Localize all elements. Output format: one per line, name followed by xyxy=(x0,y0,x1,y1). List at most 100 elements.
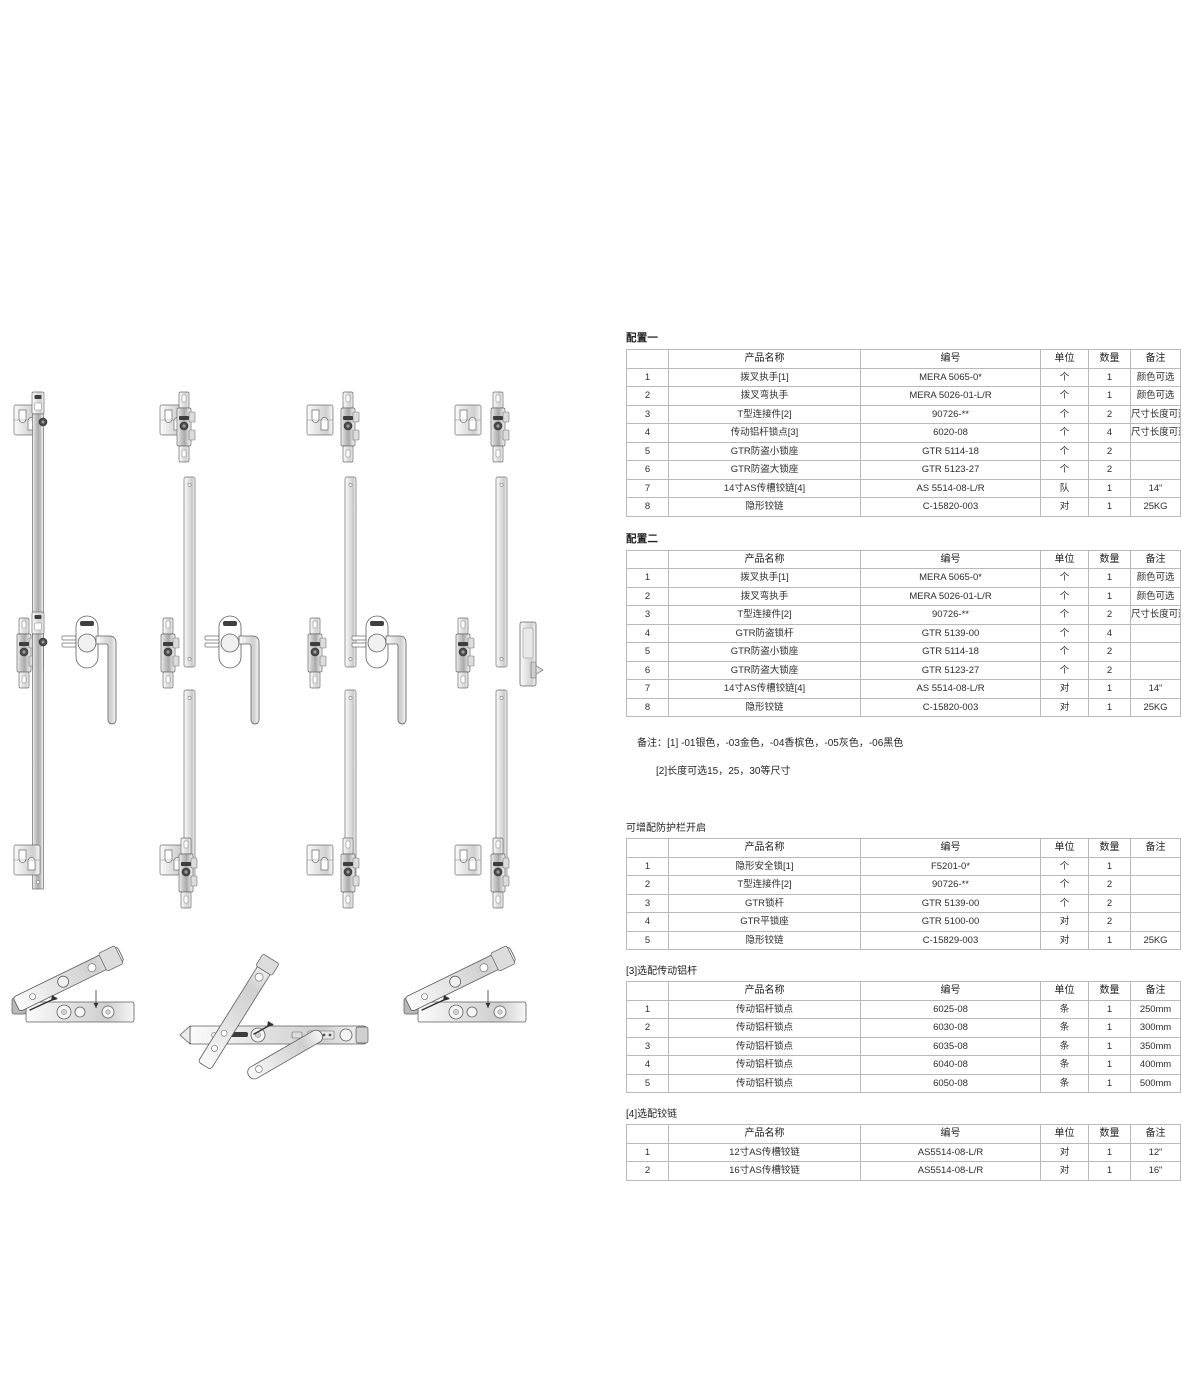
cell-unit: 个 xyxy=(1040,875,1089,895)
cell-note: 300mm xyxy=(1130,1018,1181,1038)
cell-code: AS 5514-08-L/R xyxy=(860,478,1041,498)
cell-code: GTR 5114-18 xyxy=(860,642,1041,662)
col-product: 产品名称 xyxy=(668,549,861,569)
cell-qty: 1 xyxy=(1088,568,1131,588)
cell-product: 12寸AS传槽铰链 xyxy=(668,1142,861,1162)
cell-qty: 2 xyxy=(1088,441,1131,461)
cell-index: 2 xyxy=(626,1018,669,1038)
table-row: 6 GTR防盗大锁座 GTR 5123-27 个 2 xyxy=(626,660,1181,680)
cell-note xyxy=(1130,642,1181,662)
table-row: 1 传动铝杆锁点 6025-08 条 1 250mm xyxy=(626,999,1181,1019)
cell-note: 14" xyxy=(1130,679,1181,699)
cell-product: GTR防盗小锁座 xyxy=(668,642,861,662)
cell-code: GTR 5100-00 xyxy=(860,912,1041,932)
cell-index: 1 xyxy=(626,367,669,387)
cell-code: AS 5514-08-L/R xyxy=(860,679,1041,699)
cell-code: GTR 5114-18 xyxy=(860,441,1041,461)
col-code: 编号 xyxy=(860,981,1041,1001)
cell-unit: 个 xyxy=(1040,586,1089,606)
cell-note: 16" xyxy=(1130,1161,1181,1181)
cell-index: 8 xyxy=(626,497,669,517)
cell-note: 尺寸长度可选 xyxy=(1130,605,1181,625)
col-product: 产品名称 xyxy=(668,838,861,858)
cell-unit: 对 xyxy=(1040,1161,1089,1181)
cell-product: GTR防盗锁杆 xyxy=(668,623,861,643)
col-index xyxy=(626,981,669,1001)
cell-qty: 1 xyxy=(1088,367,1131,387)
cell-code: GTR 5139-00 xyxy=(860,623,1041,643)
col-qty: 数量 xyxy=(1088,838,1131,858)
friction-stay-hinge-closed xyxy=(11,943,135,1023)
table-row: 2 拨叉弯执手 MERA 5026-01-L/R 个 1 颜色可选 xyxy=(626,586,1181,606)
cell-code: AS5514-08-L/R xyxy=(860,1161,1041,1181)
cell-index: 2 xyxy=(626,1161,669,1181)
cell-index: 1 xyxy=(626,1142,669,1162)
cell-qty: 2 xyxy=(1088,912,1131,932)
strike-plate-icon xyxy=(454,404,482,436)
cell-code: 6035-08 xyxy=(860,1036,1041,1056)
cell-qty: 2 xyxy=(1088,893,1131,913)
table-row: 4 GTR平锁座 GTR 5100-00 对 2 xyxy=(626,912,1181,932)
col-unit: 单位 xyxy=(1040,1124,1089,1144)
cell-qty: 1 xyxy=(1088,856,1131,876)
col-unit: 单位 xyxy=(1040,838,1089,858)
cell-index: 5 xyxy=(626,441,669,461)
cell-qty: 1 xyxy=(1088,679,1131,699)
cell-note: 12" xyxy=(1130,1142,1181,1162)
cell-product: 拨叉执手[1] xyxy=(668,367,861,387)
cell-note: 颜色可选 xyxy=(1130,386,1181,406)
cell-product: GTR防盗小锁座 xyxy=(668,441,861,461)
table-row: 1 拨叉执手[1] MERA 5065-0* 个 1 颜色可选 xyxy=(626,568,1181,588)
cell-code: MERA 5065-0* xyxy=(860,568,1041,588)
cell-unit: 个 xyxy=(1040,404,1089,424)
cell-qty: 1 xyxy=(1088,1161,1131,1181)
col-product: 产品名称 xyxy=(668,981,861,1001)
footnote-line-1: 备注：[1] -01银色，-03金色，-04香槟色，-05灰色，-06黑色 xyxy=(637,738,904,749)
cell-unit: 对 xyxy=(1040,497,1089,517)
cell-note: 14" xyxy=(1130,478,1181,498)
strike-plate-icon xyxy=(306,404,334,436)
cell-note xyxy=(1130,623,1181,643)
cell-qty: 2 xyxy=(1088,605,1131,625)
footnotes: 备注：[1] -01银色，-03金色，-04香槟色，-05灰色，-06黑色 [2… xyxy=(626,723,1186,807)
window-handle-cranked xyxy=(351,615,407,725)
table-caption-hinge: [4]选配铰链 xyxy=(626,1109,678,1120)
cell-qty: 1 xyxy=(1088,1036,1131,1056)
cell-index: 3 xyxy=(626,404,669,424)
cell-note xyxy=(1130,660,1181,680)
strike-plate-icon xyxy=(454,844,482,876)
cell-note: 350mm xyxy=(1130,1036,1181,1056)
table-row: 2 传动铝杆锁点 6030-08 条 1 300mm xyxy=(626,1018,1181,1038)
drawing-group-handles xyxy=(16,615,544,725)
col-index xyxy=(626,549,669,569)
cell-product: GTR防盗大锁座 xyxy=(668,460,861,480)
table-row: 1 12寸AS传槽铰链 AS5514-08-L/R 对 1 12" xyxy=(626,1142,1181,1162)
cell-index: 6 xyxy=(626,660,669,680)
cell-unit: 个 xyxy=(1040,386,1089,406)
col-note: 备注 xyxy=(1130,838,1181,858)
table-row: 1 拨叉执手[1] MERA 5065-0* 个 1 颜色可选 xyxy=(626,367,1181,387)
col-index xyxy=(626,349,669,369)
espagnolette-drive-bar xyxy=(495,476,508,668)
cell-index: 2 xyxy=(626,386,669,406)
cell-note: 500mm xyxy=(1130,1073,1181,1093)
table-caption-config-2: 配置二 xyxy=(626,532,659,545)
cell-qty: 2 xyxy=(1088,642,1131,662)
lock-cassette xyxy=(176,391,196,463)
espagnolette-drive-bar xyxy=(183,476,196,668)
spec-table-drive-bar: 产品名称 编号 单位 数量 备注 1 传动铝杆锁点 6025-08 条 1 250mm 2… xyxy=(626,981,1181,1093)
invisible-safety-lock xyxy=(519,621,544,687)
cell-unit: 个 xyxy=(1040,642,1089,662)
cell-unit: 条 xyxy=(1040,1055,1089,1075)
cell-product: GTR平锁座 xyxy=(668,912,861,932)
cell-unit: 条 xyxy=(1040,1018,1089,1038)
col-unit: 单位 xyxy=(1040,981,1089,1001)
cell-note xyxy=(1130,856,1181,876)
cell-product: 传动铝杆锁点 xyxy=(668,1073,861,1093)
cell-code: C-15829-003 xyxy=(860,930,1041,950)
table-caption-config-1: 配置一 xyxy=(626,332,659,344)
cell-note xyxy=(1130,875,1181,895)
cell-qty: 1 xyxy=(1088,999,1131,1019)
window-handle-cranked xyxy=(61,615,117,725)
cell-index: 4 xyxy=(626,423,669,443)
